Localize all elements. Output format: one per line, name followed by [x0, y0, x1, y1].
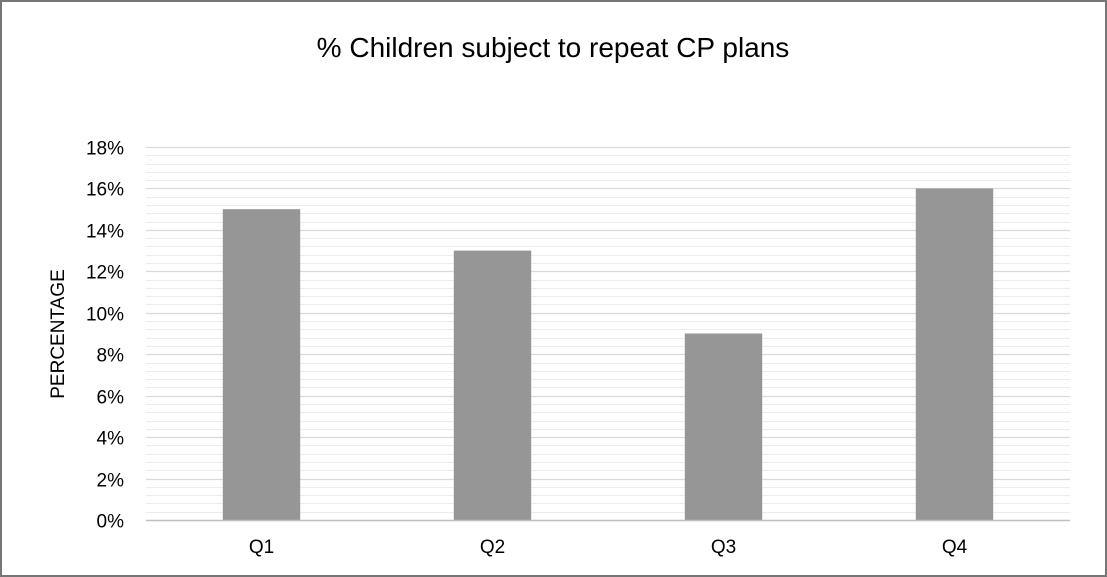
y-axis-label: PERCENTAGE — [48, 269, 69, 399]
y-tick-label: 8% — [97, 346, 125, 367]
y-tick-label: 4% — [97, 429, 125, 450]
y-tick-label: 18% — [86, 139, 124, 160]
y-tick-label: 6% — [97, 388, 125, 409]
y-tick-label: 14% — [86, 222, 124, 243]
bar-q4 — [915, 188, 994, 520]
bar-q1 — [222, 209, 301, 520]
y-tick-label: 2% — [97, 471, 125, 492]
bar-q3 — [684, 333, 763, 520]
bar-q2 — [453, 250, 532, 520]
y-tick-label: 0% — [97, 512, 125, 533]
x-tick-labels: Q1 Q2 Q3 Q4 — [249, 537, 968, 558]
y-tick-label: 10% — [86, 305, 124, 326]
x-tick-label: Q1 — [249, 537, 274, 558]
chart-title: % Children subject to repeat CP plans — [317, 32, 790, 63]
bars — [222, 188, 994, 520]
y-tick-label: 16% — [86, 180, 124, 201]
x-tick-label: Q2 — [480, 537, 505, 558]
y-tick-label: 12% — [86, 263, 124, 284]
x-tick-label: Q3 — [711, 537, 736, 558]
x-tick-label: Q4 — [942, 537, 968, 558]
y-tick-labels: 0% 2% 4% 6% 8% 10% 12% 14% 16% 18% — [86, 139, 124, 533]
